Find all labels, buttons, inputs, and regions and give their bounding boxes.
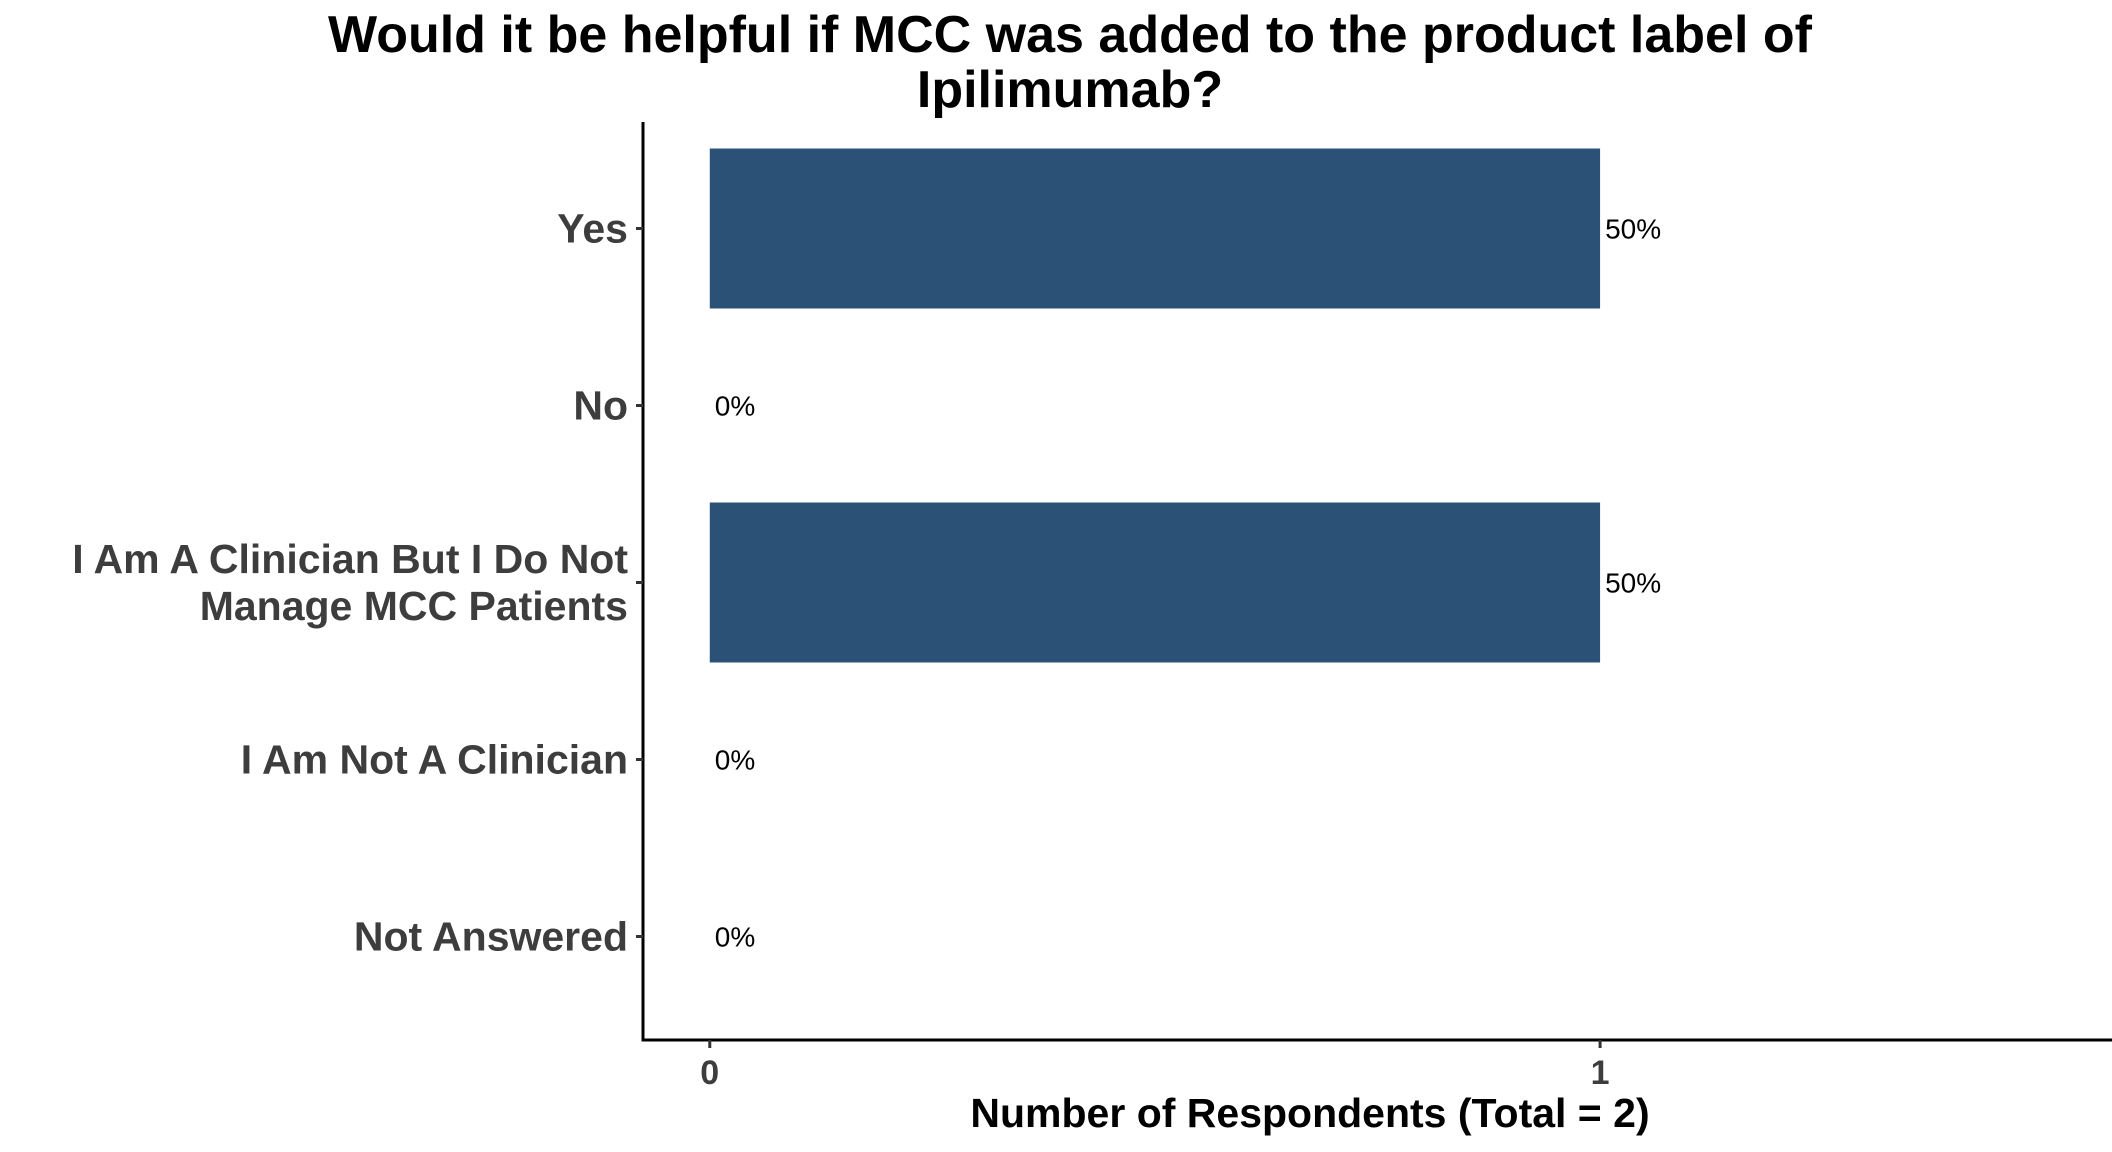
category-labels: Yes No I Am A Clinician But I Do NotManage… [72, 206, 628, 960]
bar-0 [709, 148, 1601, 309]
data-label-3: 0% [715, 745, 755, 776]
category-label-3: I Am Not A Clinician [241, 737, 628, 783]
x-axis-title: Number of Respondents (Total = 2) [970, 1090, 1649, 1136]
category-label-0: Yes [557, 206, 628, 252]
chart-title-line-2: Ipilimumab? [917, 61, 1223, 119]
chart-data-labels: 50% 0% 50% 0% 0% [715, 214, 1661, 953]
data-label-2: 50% [1605, 568, 1661, 599]
category-label-2-line-1: I Am A Clinician But I Do Not [72, 536, 628, 582]
data-label-0: 50% [1605, 214, 1661, 245]
chart-title-line-1: Would it be helpful if MCC was added to … [328, 6, 1813, 64]
category-label-2-line-2: Manage MCC Patients [200, 583, 628, 629]
data-label-4: 0% [715, 922, 755, 953]
category-label-1: No [573, 383, 628, 429]
data-label-1: 0% [715, 391, 755, 422]
bar-2 [709, 502, 1601, 663]
chart-bars [709, 148, 1601, 663]
category-label-4: Not Answered [354, 914, 628, 960]
x-tick-label-0: 0 [700, 1054, 719, 1092]
x-tick-label-1: 1 [1591, 1054, 1610, 1092]
chart-axes [636, 122, 2112, 1048]
chart-title: Would it be helpful if MCC was added to … [328, 6, 1813, 119]
